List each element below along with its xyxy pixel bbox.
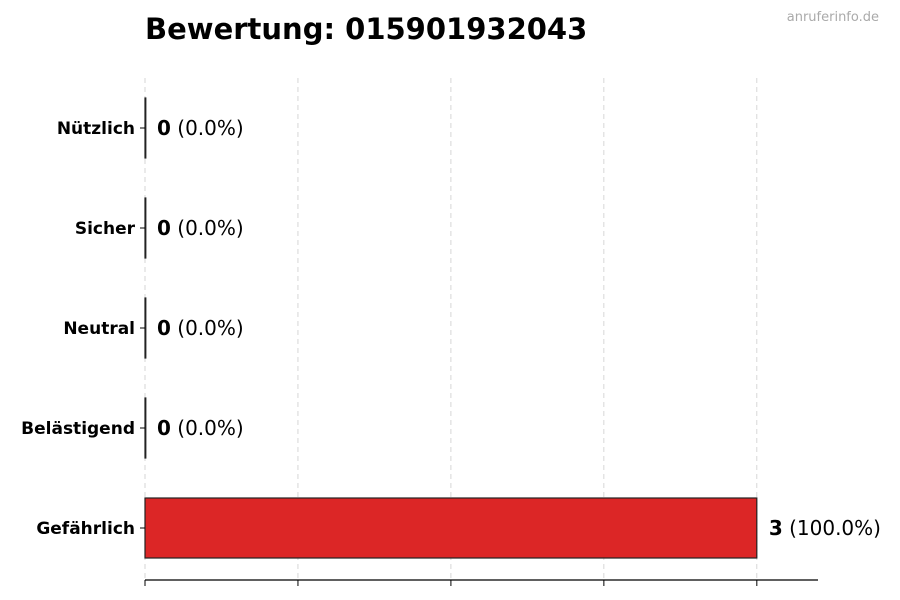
category-label: Neutral [63, 319, 135, 339]
data-label-percent: (0.0%) [171, 416, 244, 440]
data-label-percent: (100.0%) [783, 516, 881, 540]
category-label: Belästigend [21, 419, 135, 439]
data-label-percent: (0.0%) [171, 216, 244, 240]
data-label-count: 0 [157, 316, 171, 340]
data-label: 0 (0.0%) [157, 116, 244, 140]
data-label-count: 0 [157, 116, 171, 140]
chart-title: Bewertung: 015901932043 [145, 12, 588, 46]
data-label-percent: (0.0%) [171, 316, 244, 340]
data-label-count: 0 [157, 416, 171, 440]
bar [144, 297, 147, 359]
data-label-count: 3 [769, 516, 783, 540]
data-label: 0 (0.0%) [157, 216, 244, 240]
data-label-count: 0 [157, 216, 171, 240]
data-label-percent: (0.0%) [171, 116, 244, 140]
watermark: anruferinfo.de [786, 10, 879, 25]
category-label: Sicher [75, 219, 136, 239]
bar [144, 397, 147, 459]
category-label: Nützlich [57, 119, 135, 139]
category-label: Gefährlich [36, 519, 135, 539]
bar [144, 197, 147, 259]
bar [144, 97, 147, 159]
bar [144, 497, 758, 559]
data-label: 3 (100.0%) [769, 516, 881, 540]
data-label: 0 (0.0%) [157, 416, 244, 440]
data-label: 0 (0.0%) [157, 316, 244, 340]
